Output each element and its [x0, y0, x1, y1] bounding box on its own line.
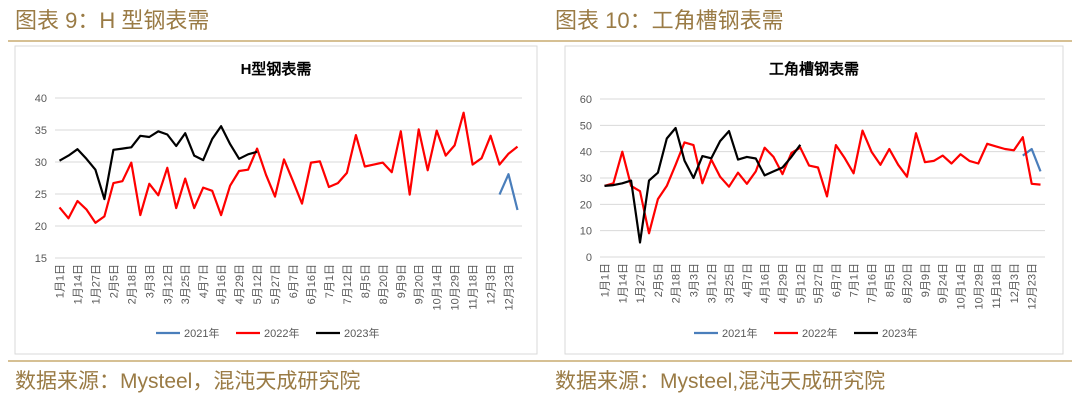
source: 数据来源：Mysteel，混沌天成研究院: [15, 370, 360, 393]
x-tick-label: 7月16日: [866, 263, 878, 303]
x-tick-label: 3月3日: [144, 264, 156, 298]
chart-title: 工角槽钢表需: [769, 60, 859, 78]
x-tick-label: 7月1日: [849, 263, 861, 297]
y-tick-label: 30: [35, 157, 47, 169]
legend-label: 2022年: [264, 326, 299, 340]
x-tick-label: 11月18日: [991, 263, 1003, 309]
x-tick-label: 2月5日: [108, 264, 120, 298]
y-tick-label: 30: [580, 173, 592, 185]
y-tick-label: 15: [35, 253, 47, 265]
legend-label: 2022年: [802, 326, 837, 340]
x-tick-label: 6月7日: [831, 263, 843, 297]
x-tick-label: 9月9日: [396, 264, 408, 298]
series-line: [58, 111, 519, 224]
x-tick-label: 10月29日: [450, 264, 462, 310]
y-tick-label: 60: [580, 94, 592, 106]
x-tick-label: 3月12日: [706, 263, 718, 303]
x-tick-label: 12月3日: [486, 264, 498, 304]
x-tick-label: 8月5日: [360, 264, 372, 298]
x-tick-label: 11月18日: [468, 264, 480, 310]
x-tick-label: 12月23日: [504, 264, 516, 310]
y-tick-label: 40: [580, 147, 592, 159]
series-line: [604, 126, 802, 244]
x-tick-label: 3月25日: [180, 264, 192, 304]
x-tick-label: 3月12日: [162, 264, 174, 304]
y-tick-label: 0: [586, 252, 592, 264]
x-tick-label: 5月12日: [252, 264, 264, 304]
x-tick-label: 4月29日: [777, 263, 789, 303]
figure-caption: 图表 10：工角槽钢表需: [555, 8, 784, 33]
legend-label: 2021年: [184, 326, 219, 340]
x-tick-label: 1月27日: [90, 264, 102, 304]
x-tick-label: 1月1日: [599, 263, 611, 297]
x-tick-label: 4月29日: [234, 264, 246, 304]
x-tick-label: 4月7日: [742, 263, 754, 297]
y-tick-label: 35: [35, 125, 47, 137]
y-tick-label: 20: [580, 199, 592, 211]
x-tick-label: 9月9日: [920, 263, 932, 297]
x-tick-label: 5月12日: [795, 263, 807, 303]
x-tick-label: 6月7日: [288, 264, 300, 298]
x-tick-label: 4月16日: [760, 263, 772, 303]
x-tick-label: 7月12日: [342, 264, 354, 304]
x-tick-label: 12月3日: [1009, 263, 1021, 303]
y-tick-label: 50: [580, 120, 592, 132]
y-tick-label: 20: [35, 221, 47, 233]
x-tick-label: 7月1日: [324, 264, 336, 298]
y-tick-label: 10: [580, 226, 592, 238]
x-tick-label: 5月27日: [813, 263, 825, 303]
x-tick-label: 4月7日: [198, 264, 210, 298]
x-tick-label: 8月5日: [884, 263, 896, 297]
x-tick-label: 4月16日: [216, 264, 228, 304]
chart-title: H型钢表需: [241, 60, 312, 78]
series-line: [498, 173, 519, 211]
legend-label: 2023年: [344, 326, 379, 340]
source: 数据来源：Mysteel,混沌天成研究院: [555, 370, 885, 393]
x-tick-label: 1月14日: [617, 263, 629, 303]
x-tick-label: 1月1日: [54, 264, 66, 298]
x-tick-label: 1月27日: [635, 263, 647, 303]
legend-label: 2021年: [722, 326, 757, 340]
chart-frame: [14, 45, 538, 355]
y-tick-label: 25: [35, 189, 47, 201]
x-tick-label: 5月27日: [270, 264, 282, 304]
x-tick-label: 8月20日: [378, 264, 390, 304]
x-tick-label: 2月18日: [671, 263, 683, 303]
x-tick-label: 12月23日: [1027, 263, 1039, 309]
y-tick-label: 40: [35, 93, 47, 105]
x-tick-label: 2月5日: [653, 263, 665, 297]
x-tick-label: 1月14日: [72, 264, 84, 304]
x-tick-label: 10月29日: [973, 263, 985, 309]
x-tick-label: 3月3日: [688, 263, 700, 297]
x-tick-label: 10月14日: [432, 264, 444, 310]
x-tick-label: 6月16日: [306, 264, 318, 304]
legend-label: 2023年: [882, 326, 917, 340]
chart-frame: [564, 45, 1064, 355]
series-line: [58, 125, 258, 201]
x-tick-label: 2月18日: [126, 264, 138, 304]
x-tick-label: 8月20日: [902, 263, 914, 303]
figure-caption: 图表 9：H 型钢表需: [15, 8, 209, 33]
x-tick-label: 9月20日: [414, 264, 426, 304]
x-tick-label: 10月14日: [955, 263, 967, 309]
x-tick-label: 9月24日: [938, 263, 950, 303]
series-line: [604, 129, 1041, 235]
x-tick-label: 3月25日: [724, 263, 736, 303]
